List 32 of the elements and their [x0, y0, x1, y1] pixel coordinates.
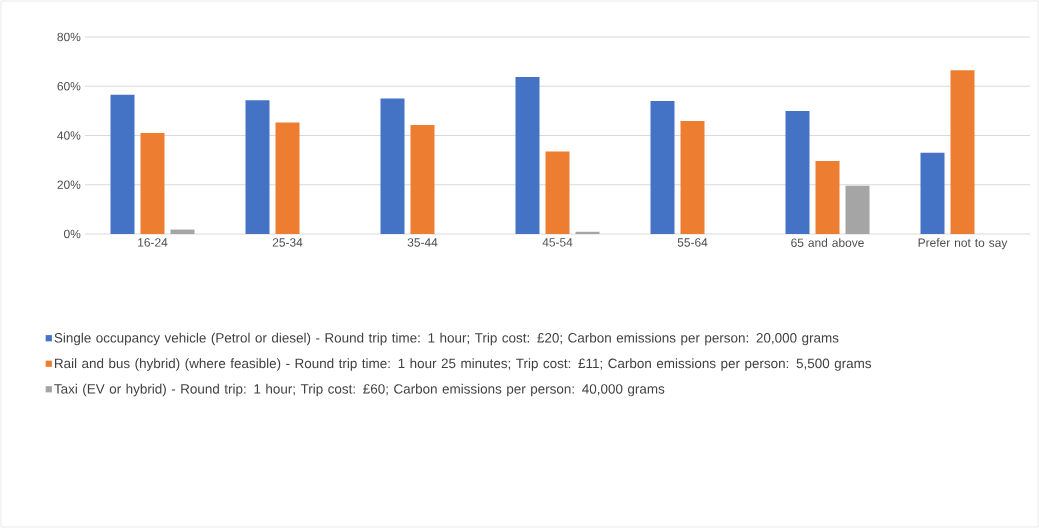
- y-tick-label: 60%: [57, 82, 81, 91]
- y-tick-label: 40%: [57, 131, 81, 140]
- x-tick-label: 55-64: [677, 238, 708, 247]
- y-tick-label: 0%: [64, 229, 81, 239]
- y-tick-label: 20%: [57, 180, 81, 189]
- bar: [785, 110, 810, 234]
- legend-label: Taxi (EV or hybrid) - Round trip: 1 hour; Trip cost: £60; Carbon emissions per person: 40,000 grams: [54, 383, 665, 397]
- bar: [140, 133, 165, 234]
- x-tick-label: 35-44: [407, 238, 438, 247]
- bar: [920, 152, 945, 234]
- bar: [275, 122, 300, 234]
- bar: [380, 98, 405, 234]
- x-tick-label: 16-24: [138, 238, 168, 247]
- bar: [815, 161, 840, 234]
- bar: [845, 185, 870, 234]
- x-tick-label: Prefer not to say: [918, 238, 1008, 250]
- x-tick-label: 65 and above: [791, 238, 864, 247]
- bar: [680, 120, 705, 234]
- bar: [110, 94, 135, 234]
- legend-label: Rail and bus (hybrid) (where feasible) - Round trip time: 1 hour 25 minutes; Trip cost: £11; Carbon emissions per person: 5,500 grams: [55, 358, 872, 371]
- bar: [170, 229, 195, 234]
- x-tick-label: 45-54: [542, 238, 573, 247]
- bar: [950, 70, 975, 234]
- bar: [515, 76, 540, 234]
- bar: [545, 151, 570, 234]
- bar: [245, 100, 270, 234]
- bar: [650, 101, 675, 234]
- y-tick-label: 80%: [57, 32, 81, 42]
- bar: [575, 231, 600, 234]
- bar: [410, 124, 435, 234]
- x-tick-label: 25-34: [272, 238, 303, 247]
- legend-label: Single occupancy vehicle (Petrol or diesel) - Round trip time: 1 hour; Trip cost: £20; Carbon emissions per person: 20,000 grams: [54, 332, 839, 346]
